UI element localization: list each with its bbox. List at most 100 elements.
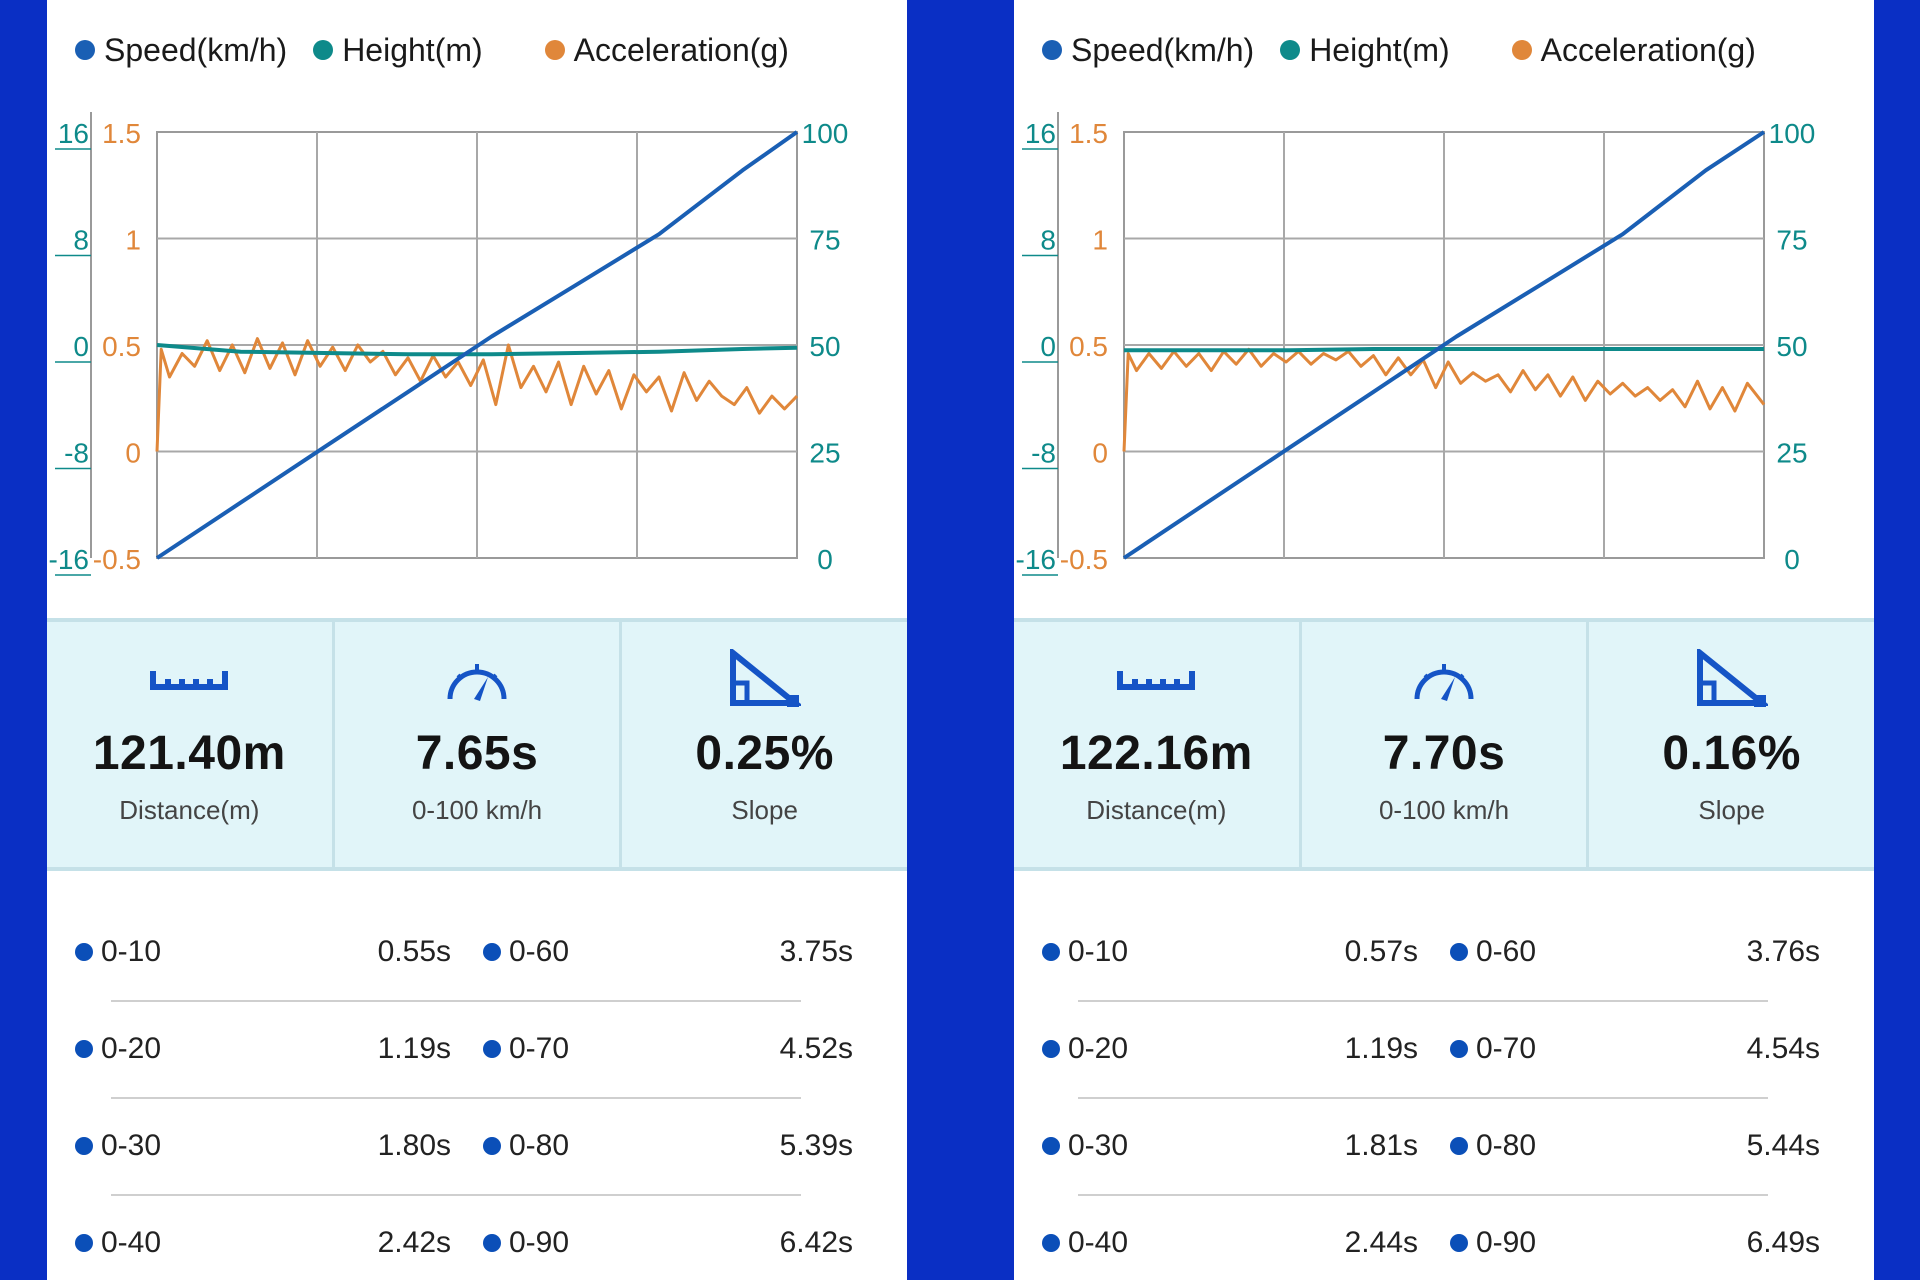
speed-tick-label: 50 bbox=[1776, 331, 1807, 362]
split-label-right: 0-80 bbox=[1450, 1129, 1536, 1163]
split-time-left: 1.19s bbox=[377, 1032, 451, 1065]
split-range: 0-40 bbox=[1068, 1226, 1129, 1259]
speed-dot-icon bbox=[1042, 40, 1062, 60]
speed-tick-label: 75 bbox=[1776, 225, 1807, 256]
slope-value: 0.25% bbox=[695, 727, 834, 780]
row-divider bbox=[1078, 1194, 1768, 1196]
acceleration-tick-label: 1.5 bbox=[102, 118, 141, 149]
legend-speed[interactable]: Speed(km/h) bbox=[1042, 32, 1254, 69]
split-time-left: 1.19s bbox=[1344, 1032, 1418, 1065]
legend-speed[interactable]: Speed(km/h) bbox=[75, 32, 287, 69]
height-series-line bbox=[1124, 347, 1764, 353]
chart-legend: Speed(km/h) Height(m) Acceleration(g) bbox=[1042, 28, 1782, 72]
bullet-icon bbox=[1042, 1137, 1060, 1155]
acceleration-tick-label: -0.5 bbox=[93, 544, 141, 575]
legend-height-label: Height(m) bbox=[342, 31, 483, 68]
split-label-left: 0-10 bbox=[1042, 935, 1128, 969]
split-label-right: 0-90 bbox=[1450, 1226, 1536, 1260]
ruler-icon bbox=[150, 648, 229, 710]
slope-icon bbox=[1696, 648, 1768, 710]
row-divider bbox=[1078, 1097, 1768, 1099]
row-divider bbox=[111, 1194, 801, 1196]
height-tick-label: -16 bbox=[49, 544, 89, 575]
split-range: 0-70 bbox=[1476, 1032, 1537, 1065]
acceleration-tick-label: 1 bbox=[1092, 225, 1108, 256]
legend-acceleration-label: Acceleration(g) bbox=[573, 31, 789, 68]
legend-speed-label: Speed(km/h) bbox=[1071, 31, 1255, 68]
split-times-list: 0-10 0.57s 0-60 3.76s 0-20 1.19s 0-70 4.… bbox=[1014, 905, 1874, 1280]
bullet-icon bbox=[1042, 1234, 1060, 1252]
height-tick-label: 0 bbox=[1040, 331, 1056, 362]
slope-label: Slope bbox=[1698, 795, 1765, 825]
split-label-left: 0-10 bbox=[75, 935, 161, 969]
split-range: 0-20 bbox=[101, 1032, 162, 1065]
split-range: 0-80 bbox=[509, 1129, 570, 1162]
speedometer-icon bbox=[1411, 648, 1477, 710]
bullet-icon bbox=[1042, 943, 1060, 961]
split-time-left: 0.55s bbox=[377, 935, 451, 968]
speed-dot-icon bbox=[75, 40, 95, 60]
bullet-icon bbox=[75, 1137, 93, 1155]
split-label-right: 0-60 bbox=[1450, 935, 1536, 969]
split-row: 0-40 2.42s 0-90 6.42s bbox=[47, 1196, 907, 1280]
split-time-right: 6.49s bbox=[1746, 1226, 1820, 1259]
acceleration-tick-label: 0.5 bbox=[102, 331, 141, 362]
split-range: 0-80 bbox=[1476, 1129, 1537, 1162]
acceleration-dot-icon bbox=[1511, 40, 1532, 60]
acceleration-tick-label: 1 bbox=[125, 225, 141, 256]
stat-slope: 0.16% Slope bbox=[1589, 622, 1874, 867]
accel-series-line bbox=[1122, 347, 1766, 452]
split-time-right: 6.42s bbox=[779, 1226, 853, 1259]
bullet-icon bbox=[1450, 943, 1468, 961]
bullet-icon bbox=[483, 943, 501, 961]
split-time-left: 1.81s bbox=[1344, 1129, 1418, 1162]
speedometer-icon bbox=[444, 648, 510, 710]
distance-label: Distance(m) bbox=[119, 795, 260, 825]
split-time-right: 3.76s bbox=[1746, 935, 1820, 968]
zero-to-hundred-label: 0-100 km/h bbox=[411, 795, 543, 825]
speed-series-line bbox=[1122, 130, 1766, 560]
result-panel-right: Speed(km/h) Height(m) Acceleration(g) 1 6… bbox=[1014, 0, 1874, 1280]
bullet-icon bbox=[483, 1234, 501, 1252]
height-tick-label: 8 bbox=[73, 225, 89, 256]
legend-acceleration-label: Acceleration(g) bbox=[1540, 31, 1756, 68]
legend-acceleration[interactable]: Acceleration(g) bbox=[1511, 31, 1756, 69]
split-time-right: 5.44s bbox=[1746, 1129, 1820, 1162]
zero-to-hundred-value: 7.65s bbox=[415, 727, 539, 780]
row-divider bbox=[111, 1000, 801, 1002]
split-row: 0-30 1.80s 0-80 5.39s bbox=[47, 1099, 907, 1196]
split-range: 0-30 bbox=[101, 1129, 162, 1162]
distance-value: 121.40m bbox=[92, 727, 286, 780]
slope-label: Slope bbox=[731, 795, 798, 825]
stat-distance: 121.40m Distance(m) bbox=[47, 622, 335, 867]
row-divider bbox=[111, 1097, 801, 1099]
split-row: 0-20 1.19s 0-70 4.54s bbox=[1014, 1002, 1874, 1099]
split-label-left: 0-40 bbox=[75, 1226, 161, 1260]
acceleration-tick-label: 0 bbox=[1092, 438, 1108, 469]
height-tick-label: 8 bbox=[1040, 225, 1056, 256]
split-row: 0-40 2.44s 0-90 6.49s bbox=[1014, 1196, 1874, 1280]
bullet-icon bbox=[483, 1137, 501, 1155]
split-time-left: 2.42s bbox=[377, 1226, 451, 1259]
bullet-icon bbox=[75, 1040, 93, 1058]
split-time-right: 4.52s bbox=[779, 1032, 853, 1065]
split-range: 0-60 bbox=[1476, 935, 1537, 968]
bullet-icon bbox=[75, 1234, 93, 1252]
legend-acceleration[interactable]: Acceleration(g) bbox=[544, 31, 789, 69]
split-row: 0-10 0.55s 0-60 3.75s bbox=[47, 905, 907, 1002]
legend-speed-label: Speed(km/h) bbox=[104, 31, 288, 68]
split-range: 0-60 bbox=[509, 935, 570, 968]
split-label-right: 0-70 bbox=[483, 1032, 569, 1066]
split-row: 0-20 1.19s 0-70 4.52s bbox=[47, 1002, 907, 1099]
split-time-left: 2.44s bbox=[1344, 1226, 1418, 1259]
split-range: 0-90 bbox=[509, 1226, 570, 1259]
stat-slope: 0.25% Slope bbox=[622, 622, 907, 867]
acceleration-tick-label: -0.5 bbox=[1060, 544, 1108, 575]
legend-height[interactable]: Height(m) bbox=[1280, 32, 1450, 69]
legend-height[interactable]: Height(m) bbox=[313, 31, 483, 69]
stat-zero-to-hundred: 7.65s 0-100 km/h bbox=[335, 622, 623, 867]
split-label-left: 0-30 bbox=[75, 1129, 161, 1163]
speed-series-line bbox=[155, 130, 799, 560]
acceleration-chart: 16 1.5 100 8 1 75 0 0.5 50 -8 0 25 -16 -0.5 0 bbox=[49, 112, 848, 576]
split-range: 0-10 bbox=[101, 935, 162, 968]
